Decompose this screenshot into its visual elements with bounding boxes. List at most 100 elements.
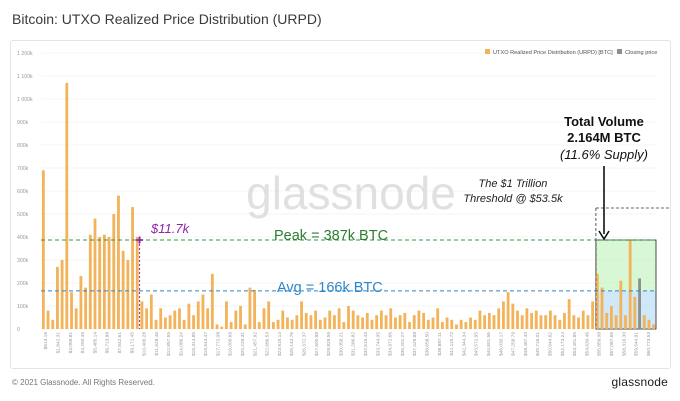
threshold-label-line2: Threshold @ $53.5k [463, 193, 563, 205]
urpd-bar [624, 315, 627, 329]
urpd-bar [431, 317, 435, 329]
urpd-bar [210, 273, 214, 329]
x-tick-label: $3,059.81 [68, 332, 74, 354]
urpd-bar [271, 322, 275, 329]
urpd-bar [220, 326, 224, 329]
y-tick-layer: 0 100k 200k 300k 400k 500k 600k 700k 800k 900k 1 0… [17, 51, 33, 333]
legend-swatch-closing [617, 49, 622, 54]
urpd-bar [440, 322, 444, 329]
x-tick-label: $16,543.47 [203, 332, 209, 356]
urpd-bar [131, 207, 134, 329]
urpd-bar [74, 308, 78, 329]
x-tick-label: $10,400.28 [142, 332, 148, 356]
x-tick-label: $28,829.59 [326, 332, 332, 356]
x-tick-layer: $613.16 $1,842.31 $3,059.81 $4,250.49 $5,485… [43, 332, 652, 356]
x-tick-label: $36,201.27 [400, 332, 406, 356]
x-tick-label: $15,314.85 [191, 332, 197, 356]
urpd-bar [506, 292, 510, 329]
urpd-bar [257, 322, 261, 329]
x-tick-label: $27,600.98 [314, 332, 320, 356]
urpd-bar [455, 324, 458, 329]
x-tick-label: $34,972.66 [388, 332, 394, 356]
x-tick-label: $19,000.69 [228, 332, 234, 356]
urpd-bar [239, 306, 242, 329]
green-zone [595, 239, 656, 291]
x-tick-label: $55,859.08 [597, 332, 603, 356]
zone-layer [595, 239, 657, 330]
x-tick-label: $6,713.98 [105, 332, 111, 354]
y-tick-label: 700k [17, 166, 29, 172]
legend-label-closing: Closing price [625, 50, 657, 56]
urpd-bar [652, 324, 656, 329]
urpd-bar [276, 319, 280, 329]
urpd-bar [318, 319, 322, 329]
urpd-bar [389, 308, 393, 329]
urpd-bar [534, 310, 538, 329]
urpd-bar [300, 301, 303, 329]
urpd-bar [337, 308, 341, 329]
urpd-bar [394, 317, 397, 329]
urpd-bar [112, 214, 116, 329]
urpd-bar [600, 287, 604, 329]
x-tick-label: $23,915.14 [277, 332, 283, 356]
urpd-bar [365, 312, 369, 329]
urpd-bar [502, 301, 505, 329]
urpd-bar [102, 234, 106, 329]
urpd-bar [530, 312, 533, 329]
x-tick-label: $12,857.55 [166, 332, 172, 356]
x-tick-label: $33,744.05 [375, 332, 381, 356]
urpd-bar [525, 308, 529, 329]
urpd-bar [314, 310, 318, 329]
urpd-bar [173, 310, 177, 329]
urpd-bar [497, 308, 501, 329]
y-tick-label: 300k [17, 258, 29, 264]
glassnode-logo[interactable]: glassnode [611, 375, 668, 389]
urpd-bar [178, 308, 181, 329]
urpd-bar [581, 310, 585, 329]
urpd-bar [487, 312, 491, 329]
total-volume-value: 2.164M BTC [567, 130, 641, 145]
urpd-bar [436, 308, 440, 329]
urpd-bar [483, 315, 487, 329]
threshold-label-line1: The $1 Trillion [479, 178, 548, 190]
x-tick-label: $14,086.24 [178, 332, 184, 356]
x-tick-label: $38,658.50 [424, 332, 430, 356]
chart-frame: glassnode 0 100k 200k 300k 400k 500k 600k 700k 8… [10, 40, 680, 369]
x-tick-label: $30,058.21 [338, 332, 344, 356]
x-tick-label: $49,716.01 [535, 332, 541, 356]
urpd-bar [356, 315, 360, 329]
urpd-bar [70, 292, 73, 329]
urpd-bar [633, 296, 637, 329]
urpd-bar [412, 315, 416, 329]
urpd-bar [243, 324, 247, 329]
x-tick-label: $47,258.79 [511, 332, 517, 356]
x-tick-label: $1,842.31 [55, 332, 61, 354]
urpd-bar [206, 308, 210, 329]
x-tick-label: $48,487.40 [523, 332, 529, 356]
urpd-bar [609, 306, 613, 329]
urpd-bar [605, 312, 609, 329]
urpd-bar [408, 322, 411, 329]
urpd-bar [234, 310, 238, 329]
y-tick-label: 1 200k [17, 51, 33, 57]
urpd-bar [164, 317, 167, 329]
y-tick-label: 200k [17, 281, 29, 287]
urpd-bar [93, 218, 97, 329]
urpd-bar [262, 308, 266, 329]
x-tick-label: $22,686.53 [265, 332, 271, 356]
urpd-bar [309, 315, 313, 329]
urpd-bar [417, 310, 421, 329]
urpd-bar [403, 312, 407, 329]
urpd-bar [65, 82, 69, 330]
x-tick-label: $60,773.53 [646, 332, 652, 356]
price-marker-label: $11.7k [150, 221, 191, 236]
watermark: glassnode [246, 167, 456, 219]
urpd-bar [539, 315, 543, 329]
urpd-bar [628, 239, 632, 329]
urpd-bar [145, 308, 149, 329]
y-tick-label: 600k [17, 189, 29, 195]
urpd-bar [464, 322, 468, 329]
urpd-bar [117, 195, 120, 329]
y-tick-label: 1 000k [17, 97, 33, 103]
urpd-bar [473, 319, 477, 329]
